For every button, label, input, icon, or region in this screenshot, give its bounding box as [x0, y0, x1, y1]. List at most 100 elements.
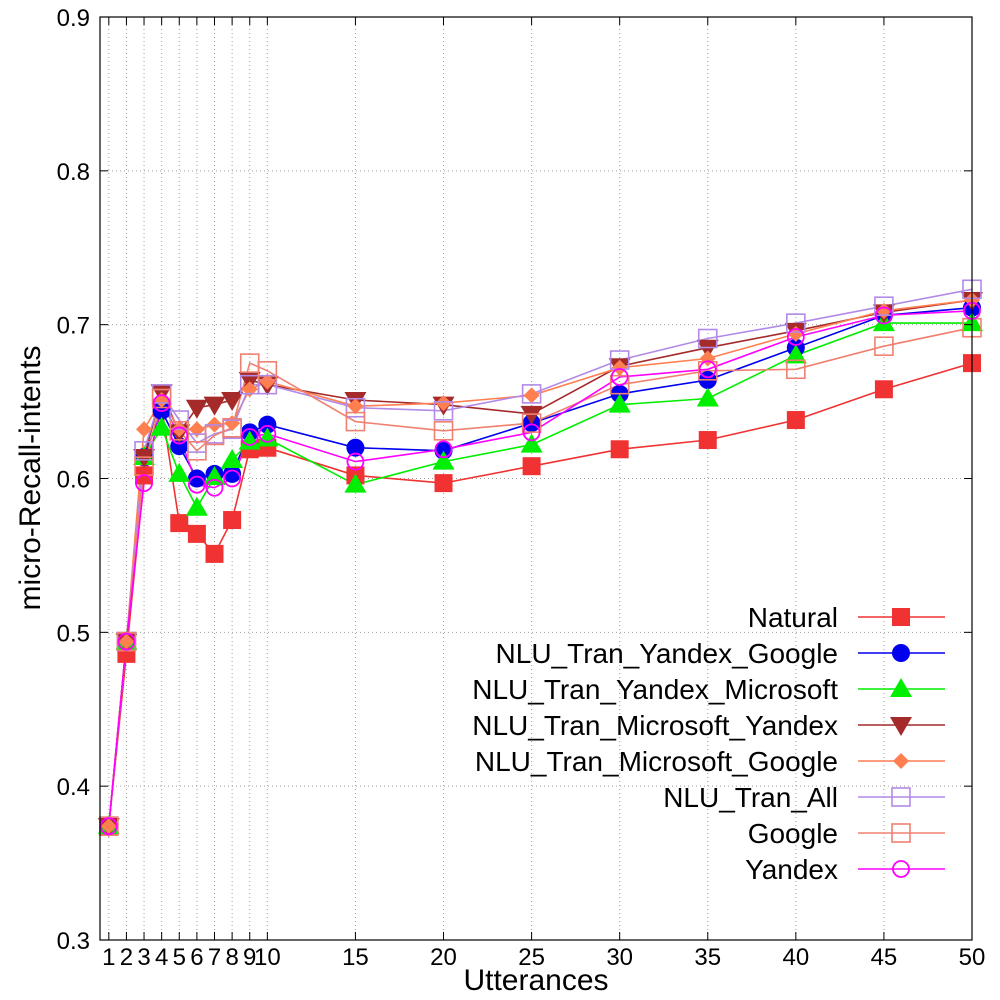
x-tick-label: 9 — [243, 944, 256, 971]
y-tick-label: 0.3 — [57, 928, 90, 955]
data-point-series-2 — [696, 387, 719, 407]
data-point-series-2 — [344, 473, 367, 493]
x-tick-label: 35 — [694, 944, 721, 971]
data-point-series-6 — [169, 421, 190, 441]
x-tick-label: 1 — [102, 944, 115, 971]
data-point-series-6 — [151, 388, 172, 409]
x-tick-label: 5 — [173, 944, 186, 971]
data-point-series-6 — [874, 336, 894, 357]
data-point-series-7 — [522, 423, 541, 442]
data-point-series-4 — [523, 387, 540, 404]
data-point-series-6 — [222, 417, 242, 438]
y-tick-label: 0.5 — [57, 620, 90, 647]
data-point-series-0 — [522, 457, 541, 476]
data-point-series-6 — [345, 411, 366, 432]
data-point-series-6 — [433, 421, 454, 441]
data-point-series-0 — [434, 474, 453, 493]
data-point-series-4 — [188, 421, 205, 438]
x-tick-label: 10 — [254, 944, 281, 971]
data-point-series-6 — [187, 441, 207, 461]
data-point-series-7 — [610, 368, 629, 386]
data-point-series-4 — [224, 415, 241, 432]
data-point-series-4 — [611, 359, 628, 376]
data-point-series-5 — [874, 296, 894, 317]
data-point-series-2 — [608, 393, 631, 413]
data-point-series-6 — [786, 359, 806, 380]
data-point-series-3 — [203, 396, 226, 416]
data-point-series-3 — [696, 339, 719, 359]
data-point-series-7 — [117, 632, 136, 651]
legend-entry-label: Yandex — [745, 854, 838, 885]
data-point-series-4 — [347, 398, 364, 415]
data-point-series-7 — [187, 475, 206, 494]
data-point-series-7 — [346, 452, 365, 471]
data-point-series-0 — [223, 511, 242, 530]
legend-entry-label: NLU_Tran_Microsoft_Google — [475, 746, 838, 777]
legend-entry-label: Natural — [748, 602, 838, 633]
data-point-series-7 — [170, 426, 189, 445]
data-point-series-2 — [432, 450, 455, 470]
y-tick-label: 0.8 — [57, 159, 90, 186]
x-tick-label: 40 — [782, 944, 809, 971]
x-tick-label: 20 — [430, 944, 457, 971]
y-tick-label: 0.9 — [57, 5, 90, 32]
legend-marker-swatch — [891, 823, 911, 843]
data-point-series-2 — [784, 344, 807, 364]
data-point-series-2 — [520, 433, 543, 453]
data-point-series-4 — [100, 818, 117, 835]
data-point-series-7 — [240, 428, 259, 446]
legend-marker-swatch — [891, 787, 911, 807]
data-point-series-7 — [875, 306, 893, 325]
y-tick-label: 0.4 — [57, 774, 90, 801]
y-tick-label: 0.6 — [57, 467, 90, 494]
data-point-series-3 — [221, 392, 244, 412]
data-point-series-1 — [223, 464, 242, 483]
x-tick-label: 2 — [120, 944, 133, 971]
data-point-series-5 — [345, 397, 366, 418]
data-point-series-0 — [610, 440, 629, 459]
data-point-series-5 — [169, 410, 190, 430]
data-point-series-3 — [520, 405, 543, 425]
data-point-series-7 — [99, 817, 118, 836]
legend-marker-swatch — [892, 608, 910, 626]
data-point-series-7 — [786, 328, 805, 346]
data-point-series-5 — [697, 328, 718, 349]
x-tick-label: 6 — [190, 944, 203, 971]
data-point-series-6 — [521, 413, 542, 433]
x-tick-label: 30 — [606, 944, 633, 971]
data-point-series-5 — [433, 401, 454, 421]
x-tick-label: 45 — [871, 944, 898, 971]
legend-marker-swatch — [892, 644, 910, 662]
data-point-series-0 — [187, 524, 206, 543]
axis-ticks: 1 2 3 4 5 6 7 8 910 15 20 25 30 35 40 45 500.30.40.50.60… — [57, 5, 986, 971]
legend-marker-swatch — [890, 678, 912, 697]
legend-entry-label: NLU_Tran_All — [663, 782, 838, 813]
data-point-series-1 — [346, 438, 365, 457]
legend-entry-label: Google — [748, 818, 838, 849]
data-point-series-2 — [256, 427, 279, 447]
legend-entry-label: NLU_Tran_Yandex_Google — [496, 638, 838, 669]
x-tick-label: 4 — [155, 944, 168, 971]
x-tick-label: 15 — [342, 944, 369, 971]
x-tick-label: 25 — [518, 944, 545, 971]
x-tick-label: 50 — [959, 944, 986, 971]
data-point-series-2 — [185, 496, 208, 516]
x-tick-label: 3 — [137, 944, 150, 971]
x-tick-label: 8 — [225, 944, 238, 971]
data-point-series-5 — [134, 441, 154, 461]
data-point-series-7 — [698, 360, 717, 379]
series-markers — [97, 279, 983, 838]
y-axis-title: micro-Recall-intents — [14, 345, 47, 610]
legend-marker-swatch — [892, 860, 910, 878]
data-point-series-7 — [205, 478, 224, 497]
y-tick-label: 0.7 — [57, 313, 90, 340]
data-point-series-6 — [257, 361, 278, 381]
legend: Natural NLU_Tran_Yandex_Google NLU_Tran_Ya… — [472, 602, 945, 885]
legend-marker-swatch — [890, 717, 912, 736]
data-point-series-7 — [258, 424, 277, 443]
legend-marker-swatch — [893, 753, 909, 769]
data-point-series-0 — [170, 514, 189, 533]
data-point-series-0 — [698, 431, 717, 450]
data-point-series-2 — [168, 462, 191, 482]
data-point-series-4 — [118, 633, 135, 650]
